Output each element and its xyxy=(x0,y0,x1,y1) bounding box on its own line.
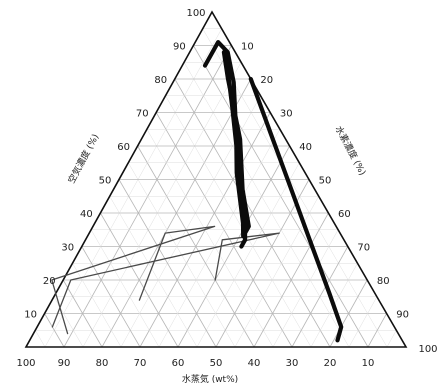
right-tick-label: 10 xyxy=(241,42,254,53)
bottom-tick-label: 30 xyxy=(286,358,299,369)
left-tick-label: 80 xyxy=(154,75,167,86)
left-tick-label: 20 xyxy=(43,276,56,287)
right-tick-label: 40 xyxy=(299,142,312,153)
grid-line-right xyxy=(45,29,222,347)
left-axis-label: 空気濃度 (%) xyxy=(65,132,101,186)
bottom-axis-label: 水蒸気 (wt%) xyxy=(182,373,238,385)
bottom-tick-label: 40 xyxy=(248,358,261,369)
left-tick-label: 60 xyxy=(117,142,130,153)
bottom-tick-label: 60 xyxy=(172,358,185,369)
bottom-tick-label: 50 xyxy=(210,358,223,369)
right-tick-label: 90 xyxy=(396,310,409,321)
apex-label: 100 xyxy=(186,8,205,19)
right-tick-label: 50 xyxy=(319,176,332,187)
grid-line-left xyxy=(91,230,159,347)
grid-line-left xyxy=(73,263,122,347)
left-tick-label: 70 xyxy=(136,109,149,120)
grid-line-right xyxy=(197,163,299,347)
series-line xyxy=(205,42,249,246)
grid-line-left xyxy=(110,196,197,347)
grid-layer xyxy=(35,29,396,347)
grid-line-right xyxy=(83,62,241,347)
right-tick-label: 20 xyxy=(260,75,273,86)
left-tick-label: 90 xyxy=(173,42,186,53)
left-tick-label: 10 xyxy=(24,310,37,321)
bottom-tick-label: 90 xyxy=(58,358,71,369)
right-tick-label: 30 xyxy=(280,109,293,120)
bottom-tick-label: 20 xyxy=(324,358,337,369)
bottom-tick-label: 10 xyxy=(362,358,375,369)
left-tick-label: 40 xyxy=(80,209,93,220)
bottom-tick-label: 100 xyxy=(16,358,35,369)
grid-line-left xyxy=(35,330,45,347)
bottom-tick-label: 70 xyxy=(134,358,147,369)
series-line xyxy=(251,79,341,340)
grid-line-right xyxy=(387,330,396,347)
right-tick-label: 80 xyxy=(377,276,390,287)
right-axis-label: 水素濃度 (%) xyxy=(333,124,369,178)
left-tick-label: 30 xyxy=(61,243,74,254)
bottom-tick-label: 80 xyxy=(96,358,109,369)
bottom-end-label: 100 xyxy=(418,344,437,355)
right-tick-label: 70 xyxy=(357,243,370,254)
left-tick-label: 50 xyxy=(99,176,112,187)
right-tick-label: 60 xyxy=(338,209,351,220)
series-layer xyxy=(52,42,341,340)
